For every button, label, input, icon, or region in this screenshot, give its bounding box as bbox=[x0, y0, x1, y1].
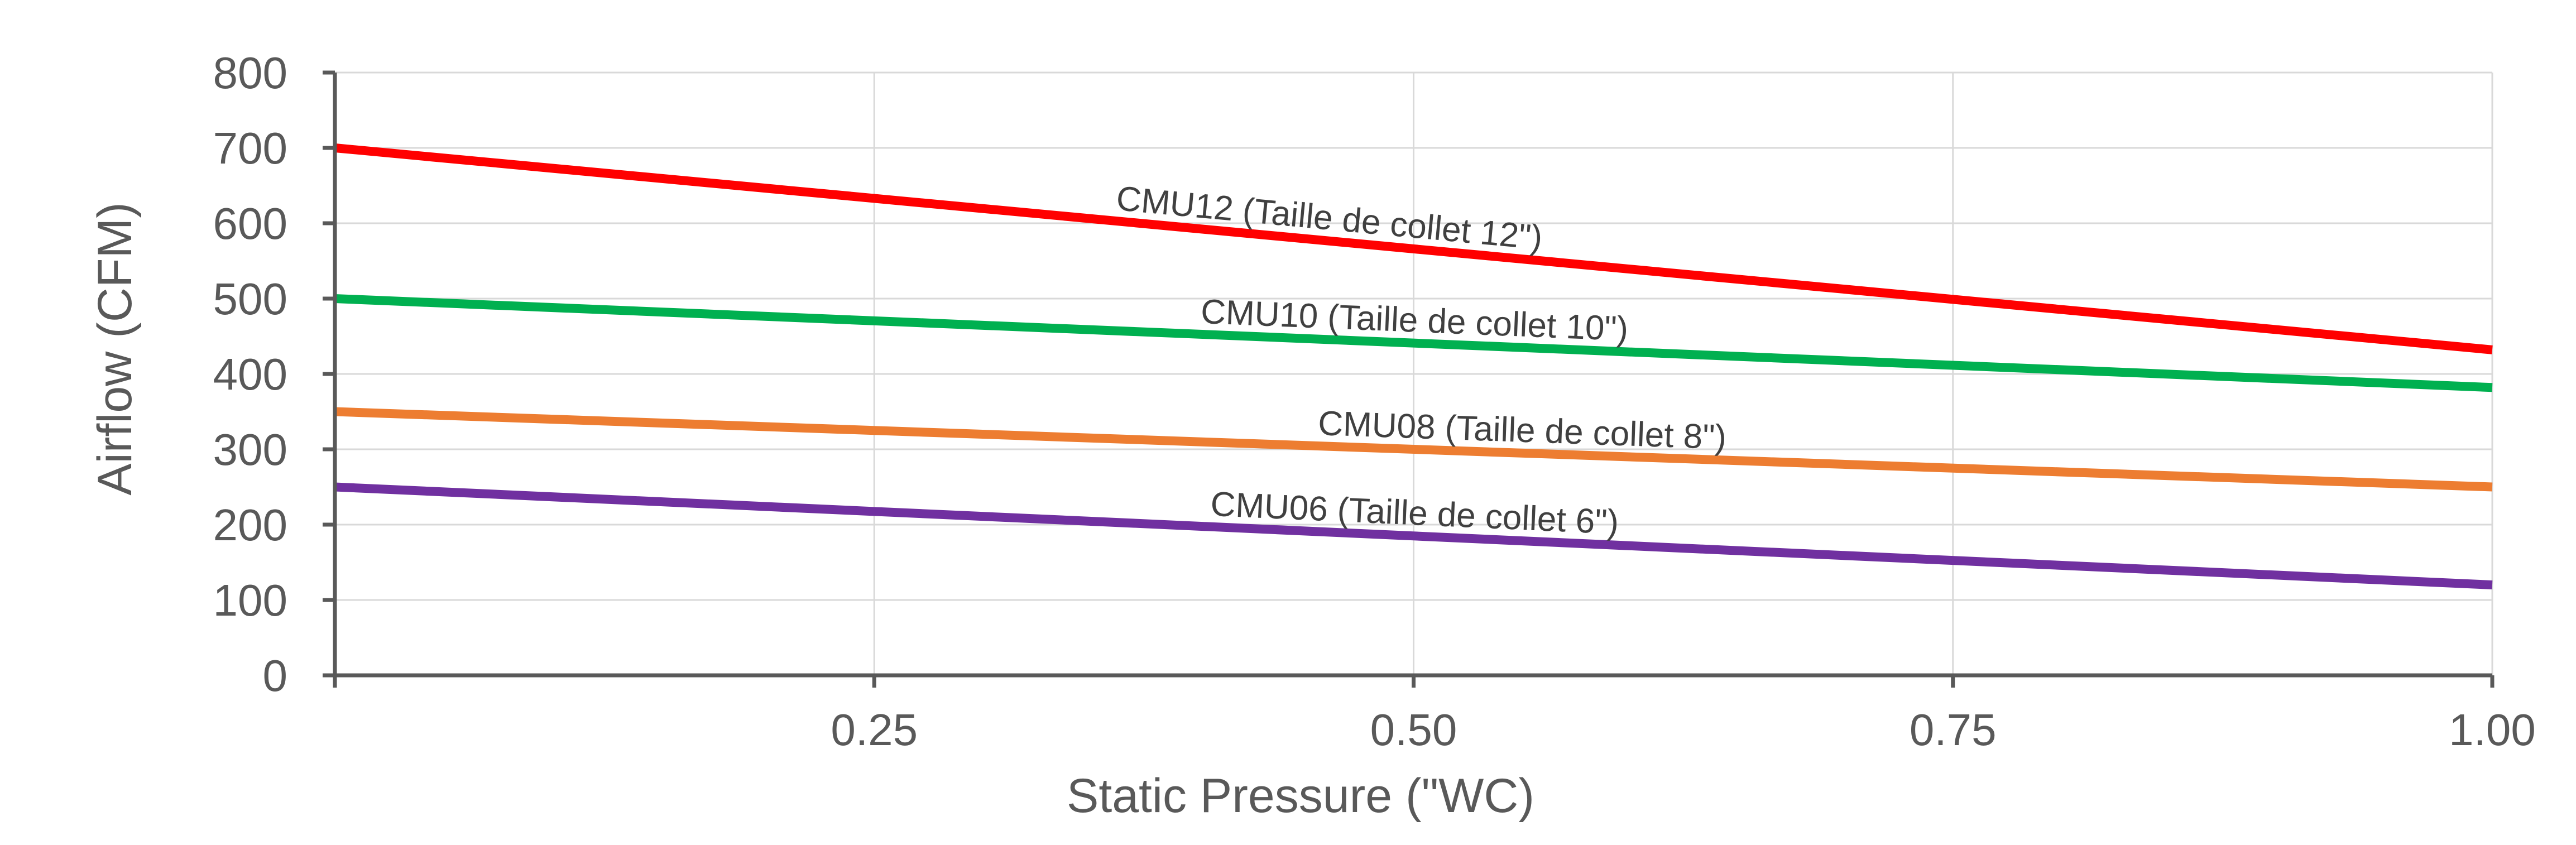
y-tick-label: 500 bbox=[213, 274, 287, 324]
y-tick-label: 300 bbox=[213, 425, 287, 474]
series-line-1 bbox=[334, 143, 2493, 354]
y-tick-label: 400 bbox=[213, 349, 287, 399]
y-tick-label: 100 bbox=[213, 575, 287, 625]
x-tick-label: 1.00 bbox=[2449, 705, 2536, 755]
y-tick-label: 0 bbox=[263, 651, 288, 700]
label-layer: CMU12 (Taille de collet 12")CMU10 (Taill… bbox=[213, 48, 2536, 755]
series-layer bbox=[334, 143, 2493, 589]
series-label-1: CMU12 (Taille de collet 12") bbox=[1115, 179, 1544, 257]
grid-layer bbox=[335, 71, 2493, 675]
y-tick-label: 700 bbox=[213, 123, 287, 173]
y-tick-label: 200 bbox=[213, 500, 287, 550]
y-tick-label: 800 bbox=[213, 48, 287, 98]
series-line-4 bbox=[334, 482, 2493, 589]
y-axis-title: Airflow (CFM) bbox=[88, 202, 142, 496]
axis-layer bbox=[323, 70, 2495, 688]
x-axis-title: Static Pressure ("WC) bbox=[1067, 769, 1534, 823]
x-tick-label: 0.50 bbox=[1370, 705, 1457, 755]
series-line-3 bbox=[334, 407, 2493, 492]
y-tick-label: 600 bbox=[213, 199, 287, 248]
series-line-2 bbox=[334, 294, 2493, 392]
x-tick-label: 0.75 bbox=[1910, 705, 1997, 755]
x-tick-label: 0.25 bbox=[831, 705, 918, 755]
